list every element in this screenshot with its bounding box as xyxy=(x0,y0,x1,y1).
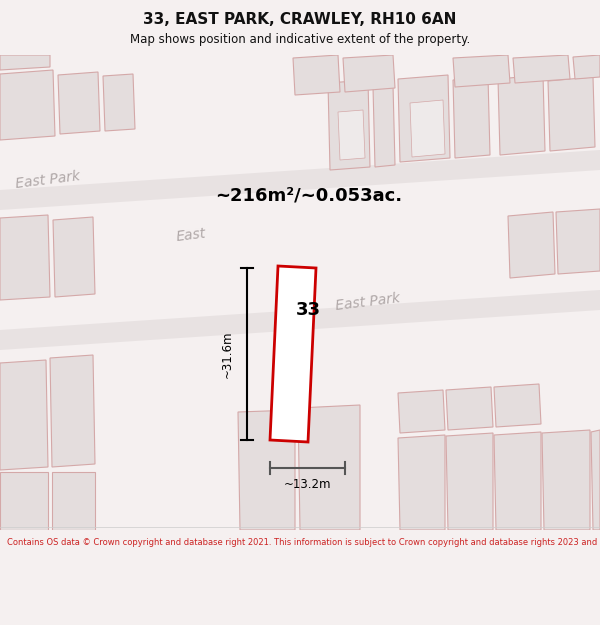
Text: Map shows position and indicative extent of the property.: Map shows position and indicative extent… xyxy=(130,34,470,46)
Polygon shape xyxy=(328,80,370,170)
Text: ~216m²/~0.053ac.: ~216m²/~0.053ac. xyxy=(215,186,402,204)
Polygon shape xyxy=(513,55,570,83)
Polygon shape xyxy=(542,430,590,530)
Polygon shape xyxy=(591,430,600,530)
Text: 33, EAST PARK, CRAWLEY, RH10 6AN: 33, EAST PARK, CRAWLEY, RH10 6AN xyxy=(143,12,457,28)
Polygon shape xyxy=(58,72,100,134)
Polygon shape xyxy=(0,215,50,300)
Polygon shape xyxy=(338,110,365,160)
Polygon shape xyxy=(238,410,295,530)
Text: ~13.2m: ~13.2m xyxy=(284,478,331,491)
Polygon shape xyxy=(410,100,445,157)
Polygon shape xyxy=(0,70,55,140)
Polygon shape xyxy=(293,55,340,95)
Polygon shape xyxy=(0,150,600,210)
Text: East Park: East Park xyxy=(335,291,401,313)
Polygon shape xyxy=(398,390,445,433)
Polygon shape xyxy=(398,435,445,530)
Polygon shape xyxy=(0,290,600,350)
Polygon shape xyxy=(270,266,316,442)
Polygon shape xyxy=(446,387,493,430)
Polygon shape xyxy=(453,55,510,87)
Polygon shape xyxy=(343,55,395,92)
Polygon shape xyxy=(556,209,600,274)
Polygon shape xyxy=(498,75,545,155)
Text: East: East xyxy=(175,226,206,244)
Polygon shape xyxy=(103,74,135,131)
Polygon shape xyxy=(0,55,600,530)
Polygon shape xyxy=(446,433,493,530)
Polygon shape xyxy=(53,217,95,297)
Polygon shape xyxy=(573,55,600,79)
Polygon shape xyxy=(373,85,395,167)
Text: 33: 33 xyxy=(296,301,320,319)
Text: East Park: East Park xyxy=(15,169,81,191)
Text: Contains OS data © Crown copyright and database right 2021. This information is : Contains OS data © Crown copyright and d… xyxy=(7,538,600,547)
Polygon shape xyxy=(0,55,50,70)
Polygon shape xyxy=(508,212,555,278)
Polygon shape xyxy=(494,432,541,530)
Text: ~31.6m: ~31.6m xyxy=(221,330,233,378)
Polygon shape xyxy=(50,355,95,467)
Polygon shape xyxy=(0,360,48,470)
Polygon shape xyxy=(52,472,95,530)
Polygon shape xyxy=(453,77,490,158)
Polygon shape xyxy=(298,405,360,530)
Polygon shape xyxy=(548,77,595,151)
Polygon shape xyxy=(0,472,48,530)
Polygon shape xyxy=(494,384,541,427)
Polygon shape xyxy=(398,75,450,162)
